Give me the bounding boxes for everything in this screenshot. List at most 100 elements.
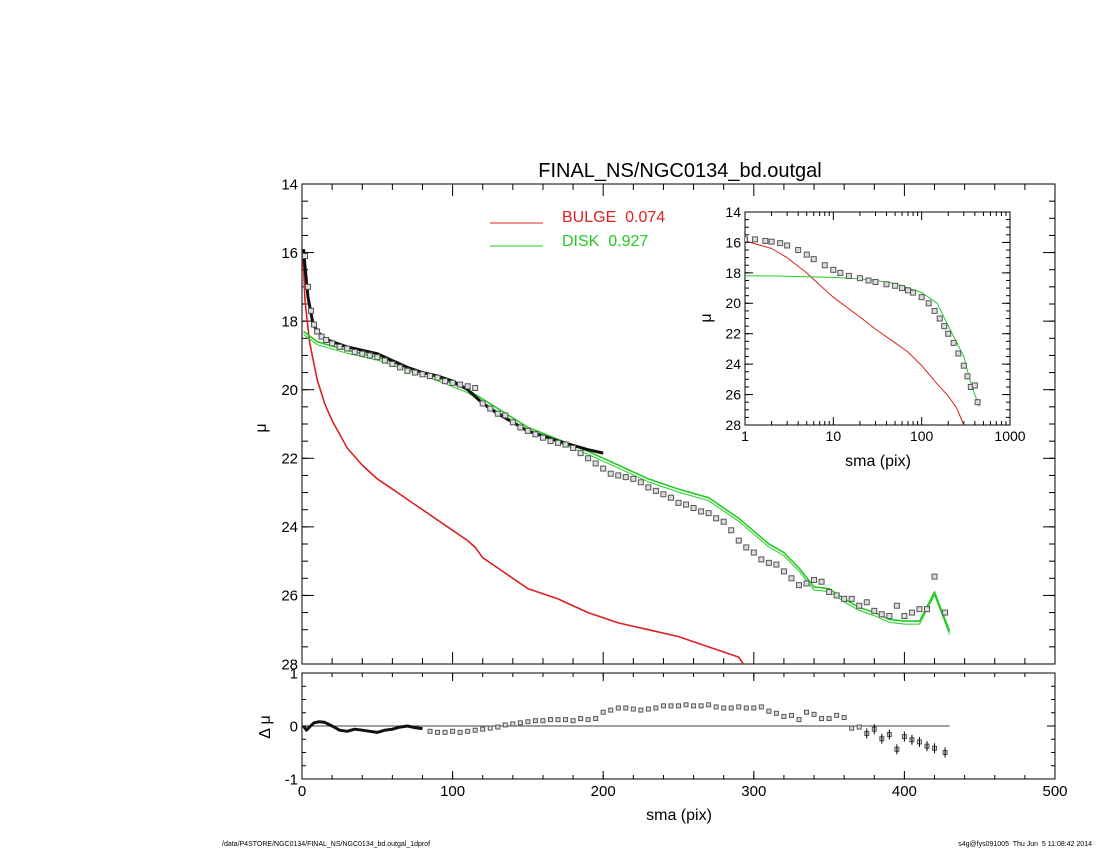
- main-data-marker: [863, 599, 870, 606]
- inset-data-marker: [945, 330, 952, 337]
- main-data-marker: [615, 472, 622, 479]
- inset-x-tick-label: 1: [741, 428, 749, 444]
- main-series-group: [302, 248, 951, 664]
- inset-data-marker: [821, 262, 828, 269]
- inset-profile-line: [745, 275, 980, 407]
- main-data-marker: [818, 578, 825, 585]
- main-data-marker: [743, 544, 750, 551]
- residual-data-marker: [728, 705, 734, 711]
- main-data-marker: [366, 352, 373, 359]
- residual-data-marker: [683, 702, 689, 708]
- main-data-marker: [351, 349, 358, 355]
- residual-data-marker: [698, 703, 704, 709]
- residual-data-marker: [495, 724, 501, 730]
- inset-data-marker: [955, 350, 962, 357]
- main-data-marker: [942, 609, 949, 616]
- residual-data-marker: [510, 721, 516, 727]
- main-data-marker: [637, 479, 644, 486]
- main-data-marker: [848, 595, 855, 602]
- main-data-marker: [871, 607, 878, 614]
- inset-data-marker: [865, 277, 872, 284]
- residual-y-tick-label: -1: [285, 771, 298, 788]
- main-data-marker: [532, 431, 539, 438]
- inset-data-marker: [960, 362, 967, 369]
- main-data-marker: [750, 549, 757, 556]
- inset-data-marker: [777, 240, 784, 247]
- residual-data-marker: [570, 718, 576, 724]
- main-data-marker: [705, 510, 712, 517]
- main-data-marker: [600, 465, 607, 472]
- main-data-marker: [434, 374, 441, 381]
- residual-data-marker: [450, 728, 456, 734]
- residual-x-tick-label: 200: [591, 783, 616, 800]
- main-data-marker: [585, 455, 592, 462]
- main-y-tick-label: 26: [281, 588, 298, 605]
- residual-data-marker: [668, 703, 674, 709]
- main-y-tick-label: 14: [281, 176, 298, 193]
- residual-data-marker: [487, 725, 493, 731]
- inset-data-marker: [892, 282, 899, 289]
- residual-data-marker: [480, 726, 486, 732]
- inset-x-tick-label: 100: [910, 428, 934, 444]
- main-data-marker: [803, 580, 810, 587]
- main-data-marker: [795, 582, 802, 589]
- main-y-tick-label: 16: [281, 245, 298, 262]
- inset-data-marker: [936, 315, 943, 322]
- main-y-tick-label: 20: [281, 382, 298, 399]
- main-data-marker: [826, 589, 833, 595]
- residual-data-marker: [615, 705, 621, 711]
- main-data-marker: [931, 573, 938, 580]
- residual-data-marker: [502, 722, 508, 728]
- residual-panel: 0 100 200 300 400 500-101: [285, 665, 1068, 800]
- residual-data-marker: [608, 707, 614, 713]
- residual-data-marker: [758, 704, 764, 710]
- residual-y-tick-label: 1: [290, 665, 298, 682]
- residual-data-marker: [841, 715, 847, 721]
- main-data-marker: [329, 340, 336, 347]
- main-disk-line: [303, 330, 951, 632]
- inset-y-tick-label: 20: [725, 295, 741, 311]
- residual-data-marker: [826, 716, 832, 722]
- main-data-marker: [788, 575, 795, 582]
- residual-y-tick-label: 0: [290, 718, 298, 735]
- main-data-marker: [570, 445, 577, 451]
- residual-data-marker: [547, 717, 553, 723]
- main-data-marker: [698, 508, 705, 515]
- residual-x-tick-label: 100: [440, 783, 465, 800]
- main-data-marker: [908, 609, 915, 616]
- legend-label-disk: DISK 0.927: [562, 233, 648, 250]
- main-data-marker: [735, 537, 742, 544]
- residual-x-tick-label: 0: [298, 783, 306, 800]
- inset-data-marker: [971, 382, 978, 389]
- residual-profile-line: [302, 720, 423, 734]
- residual-data-marker: [525, 719, 531, 725]
- residual-data-marker: [691, 703, 697, 709]
- main-data-marker: [305, 283, 312, 290]
- main-y-tick-label: 28: [281, 656, 298, 673]
- main-y-tick-label: 22: [281, 451, 298, 468]
- residual-data-marker: [721, 705, 727, 711]
- inset-data-marker: [784, 242, 791, 249]
- inset-data-marker: [941, 323, 948, 330]
- residual-data-marker: [532, 718, 538, 724]
- main-data-marker: [457, 381, 464, 388]
- main-data-marker: [524, 427, 531, 434]
- main-data-marker: [502, 412, 509, 419]
- inset-x-tick-label: 10: [826, 428, 842, 444]
- main-data-marker: [359, 350, 366, 357]
- inset-data-marker: [856, 275, 863, 282]
- residual-data-marker: [743, 705, 749, 711]
- residual-data-marker: [593, 716, 599, 722]
- main-data-marker: [833, 592, 840, 599]
- inset-data-marker: [745, 236, 748, 243]
- residual-data-marker: [435, 729, 441, 735]
- main-data-marker: [720, 518, 727, 525]
- inset-x-tick-label: 1000: [994, 428, 1025, 444]
- main-data-marker: [539, 434, 546, 441]
- main-data-marker: [878, 611, 885, 618]
- residual-data-marker: [638, 707, 644, 713]
- residual-data-marker: [773, 710, 779, 716]
- residual-data-marker: [788, 712, 794, 718]
- inset-profile-line: [745, 240, 965, 425]
